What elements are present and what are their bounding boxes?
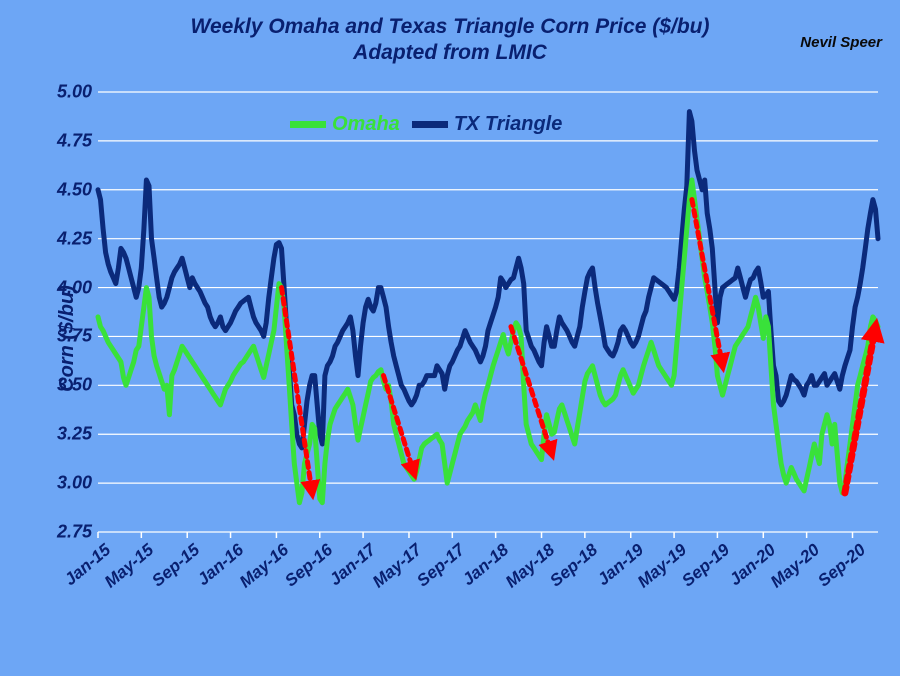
x-tick-label: Sep-17 xyxy=(414,540,470,591)
y-tick-label: 4.00 xyxy=(42,277,92,298)
y-tick-label: 2.75 xyxy=(42,522,92,543)
x-tick-label: Sep-15 xyxy=(148,540,204,591)
x-tick-label: May-18 xyxy=(501,540,558,592)
x-tick-label: May-17 xyxy=(369,540,426,592)
x-tick-label: May-20 xyxy=(766,540,823,592)
trend-arrow xyxy=(383,376,414,474)
y-tick-label: 4.50 xyxy=(42,179,92,200)
chart-title: Weekly Omaha and Texas Triangle Corn Pri… xyxy=(0,14,900,67)
x-tick-label: Sep-16 xyxy=(281,540,337,591)
title-line-1: Weekly Omaha and Texas Triangle Corn Pri… xyxy=(191,15,710,38)
y-tick-label: 5.00 xyxy=(42,82,92,103)
x-tick-label: Jan-16 xyxy=(193,540,247,590)
y-tick-label: 3.75 xyxy=(42,326,92,347)
x-tick-label: Sep-20 xyxy=(814,540,870,591)
title-line-2: Adapted from LMIC xyxy=(353,41,547,64)
y-tick-label: 4.75 xyxy=(42,130,92,151)
y-tick-label: 4.25 xyxy=(42,228,92,249)
plot-area xyxy=(98,92,878,532)
y-tick-label: 3.25 xyxy=(42,424,92,445)
x-tick-label: Jan-18 xyxy=(458,540,512,590)
x-tick-label: Sep-18 xyxy=(546,540,602,591)
y-tick-label: 3.00 xyxy=(42,473,92,494)
x-tick-label: Sep-19 xyxy=(679,540,735,591)
y-tick-label: 3.50 xyxy=(42,375,92,396)
x-tick-label: Jan-17 xyxy=(326,540,380,590)
chart-container: Weekly Omaha and Texas Triangle Corn Pri… xyxy=(0,0,900,676)
x-tick-label: May-16 xyxy=(236,540,293,592)
plot-svg xyxy=(98,92,878,532)
attribution: Nevil Speer xyxy=(800,34,882,51)
